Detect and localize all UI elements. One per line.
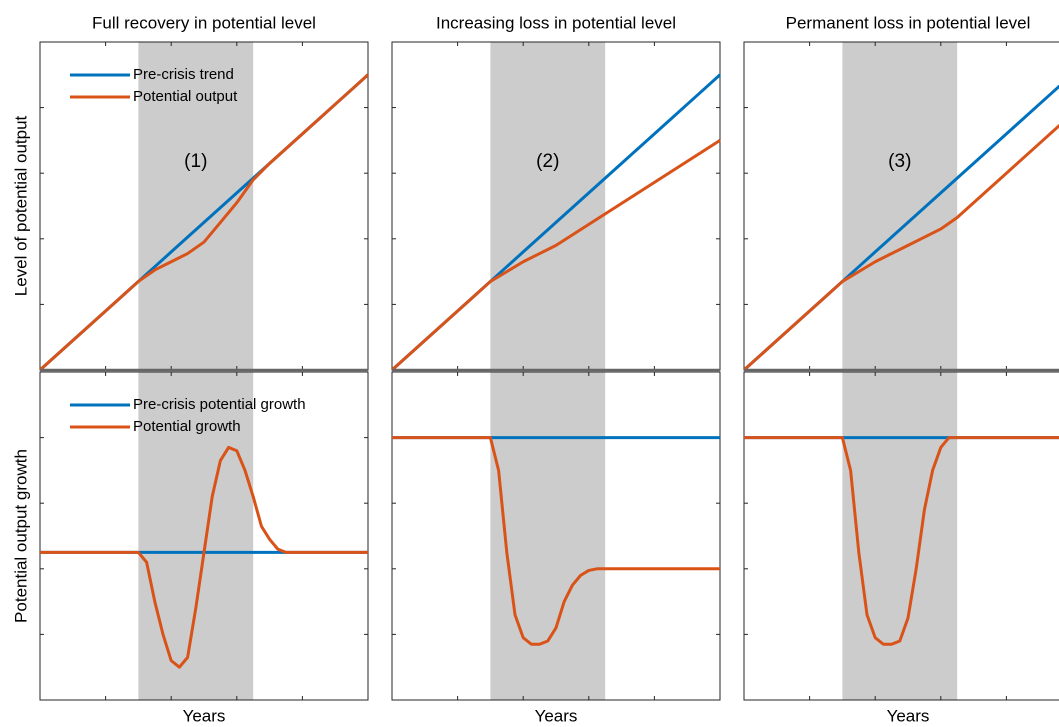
shaded-period [842,42,958,370]
panel-title: Permanent loss in potential level [786,13,1031,32]
annotation: (2) [536,151,559,172]
y-axis-label: Level of potential output [11,115,30,296]
axes-box [743,371,1059,701]
axes-box [39,371,369,701]
series-line [744,436,1059,646]
x-axis-label: Years [887,706,930,725]
annotation: (1) [184,151,207,172]
legend-label: Potential output [133,88,238,105]
x-axis-label: Years [535,706,578,725]
legend-label: Pre-crisis potential growth [133,396,306,413]
series-line [392,436,720,646]
panel-title: Increasing loss in potential level [436,13,676,32]
legend-label: Pre-crisis trend [133,66,234,83]
legend-label: Potential growth [133,418,241,435]
shaded-period [490,42,606,370]
shaded-period [138,372,254,700]
annotation: (3) [888,151,911,172]
series-line [40,445,368,669]
axes-box [391,371,721,701]
series-line [742,123,1059,372]
y-axis-label: Potential output growth [11,449,30,623]
shaded-period [842,372,958,700]
x-axis-label: Years [183,706,226,725]
shaded-period [490,372,606,700]
series-line [38,73,370,372]
series-line [390,139,721,372]
panel-title: Full recovery in potential level [92,13,316,32]
